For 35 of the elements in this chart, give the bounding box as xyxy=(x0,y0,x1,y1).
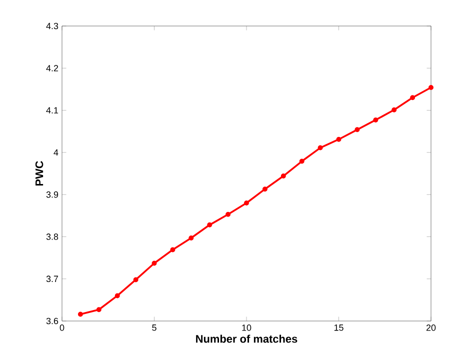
point xyxy=(373,117,378,122)
point xyxy=(207,222,212,228)
y-tick-label: 4 xyxy=(54,149,58,156)
y-tick-label: 4.1 xyxy=(46,107,58,114)
point xyxy=(336,136,342,142)
y-tick-label: 3.7 xyxy=(46,276,58,282)
x-tick-label: 0 xyxy=(60,324,64,331)
point xyxy=(152,260,157,266)
y-axis-title: PWC xyxy=(35,161,44,186)
point xyxy=(280,174,286,179)
point xyxy=(114,293,120,298)
x-tick-label: 10 xyxy=(242,324,252,331)
point xyxy=(188,235,194,240)
point xyxy=(244,200,249,206)
point xyxy=(78,312,83,317)
x-tick-label: 20 xyxy=(426,324,436,331)
y-tick-label: 3.6 xyxy=(46,318,58,324)
point xyxy=(96,307,102,312)
point xyxy=(318,145,323,150)
y-tick-label: 3.8 xyxy=(46,234,58,240)
y-tick-label: 4.3 xyxy=(46,22,58,30)
point xyxy=(226,212,231,217)
x-axis-title: Number of matches xyxy=(196,334,298,343)
point xyxy=(428,85,434,90)
point xyxy=(354,127,360,132)
point xyxy=(133,277,138,282)
x-tick-label: 15 xyxy=(334,324,344,331)
point xyxy=(262,186,268,192)
point xyxy=(410,95,416,100)
point xyxy=(392,107,397,112)
point xyxy=(299,158,304,164)
point xyxy=(170,247,176,252)
x-tick-label: 5 xyxy=(152,324,156,331)
y-tick-label: 4.2 xyxy=(46,65,58,72)
y-tick-label: 3.9 xyxy=(46,191,58,198)
